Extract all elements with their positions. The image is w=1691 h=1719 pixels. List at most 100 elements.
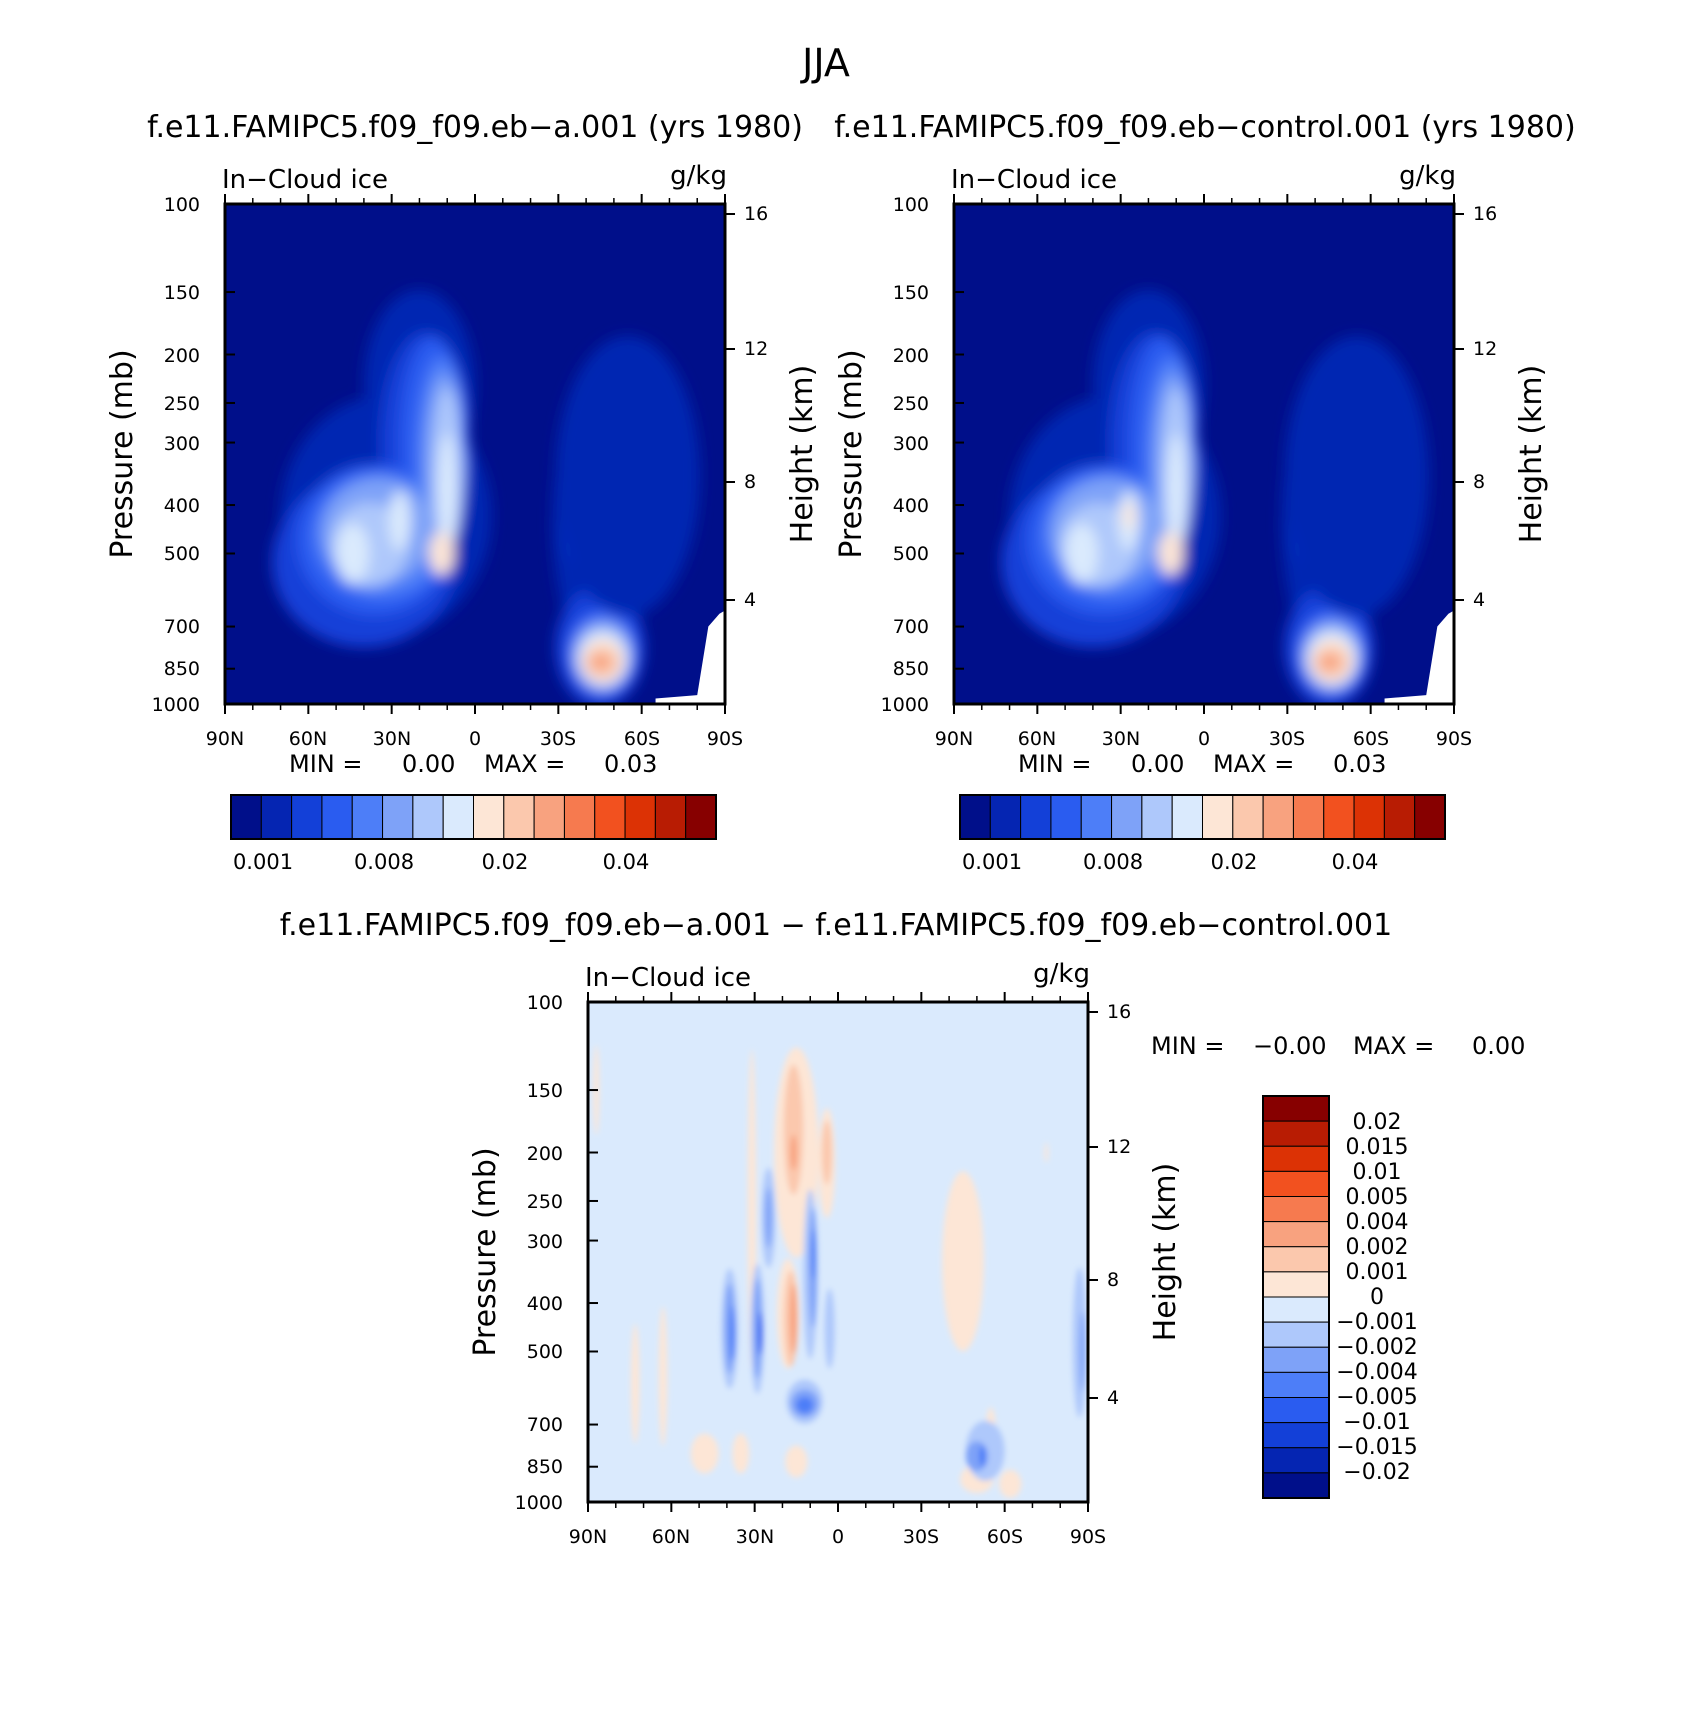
colorbar-swatch [1262,794,1294,840]
x-tick-label: 60S [987,1526,1023,1548]
diff-negative [1079,1311,1086,1392]
panel-b-frame [952,202,1456,706]
panel-b-ylabel-right: Height (km) [1514,365,1549,544]
colorbar-label: 0.04 [603,850,650,874]
y-tick-label: 250 [893,393,929,415]
panel-a-frame [223,202,727,706]
panel-b-stats: MIN = 0.00 MAX = 0.03 [1018,750,1386,778]
colorbar-swatch [989,794,1022,840]
diff-positive [999,1469,1022,1498]
diff-positive [1044,1142,1049,1163]
panel-diff-stats: MIN = −0.00 MAX = 0.00 [1151,1032,1525,1060]
colorbar-swatch [503,794,535,840]
colorbar-swatch [1232,794,1264,840]
contour-level-7 [1065,523,1099,584]
y-tick-label: 150 [893,282,929,304]
min-label: MIN = [289,750,362,778]
height-tick-label: 4 [1473,589,1485,611]
y-tick-label: 500 [893,543,929,565]
colorbar-swatch [1262,1196,1330,1223]
max-value: 0.00 [1472,1032,1525,1060]
colorbar-label: 0.005 [1346,1185,1409,1210]
contour-level-8 [1123,501,1135,530]
panel-b-field [953,194,1464,714]
y-tick-label: 400 [164,495,200,517]
diff-negative [824,1288,835,1369]
colorbar-swatch [1262,1145,1330,1172]
x-tick-label: 60N [652,1526,690,1548]
panel-diff-ylabel-right: Height (km) [1148,1163,1183,1342]
panel-b-y-ticks: 100 150 200 250 300 400 500 700 850 1000 [881,194,929,716]
colorbar-swatch [291,794,323,840]
colorbar-swatch [1262,1422,1330,1449]
colorbar-label: −0.015 [1336,1435,1417,1460]
x-tick-label: 90S [1436,728,1472,750]
panel-diff-ylabel: Pressure (mb) [468,1147,503,1356]
diff-positive [789,1283,798,1354]
y-tick-label: 500 [164,543,200,565]
height-tick-label: 16 [1107,1001,1131,1023]
colorbar-swatch [1262,1371,1330,1398]
antarctic-topography-mask [655,610,725,704]
contour-level-7 [336,523,370,584]
y-tick-label: 850 [527,1456,563,1478]
colorbar-swatch [382,794,414,840]
panel-a-colorbar-labels: 0.001 0.008 0.02 0.04 [233,850,649,874]
colorbar-swatch [1262,1095,1330,1122]
y-tick-label: 300 [527,1231,563,1253]
antarctic-topography-mask [1384,610,1454,704]
height-tick-label: 4 [744,589,756,611]
height-tick-label: 8 [744,471,756,493]
y-tick-label: 700 [527,1414,563,1436]
y-tick-label: 400 [527,1293,563,1315]
y-tick-label: 200 [164,345,200,367]
x-tick-label: 90N [935,728,973,750]
x-tick-label: 30N [1102,728,1140,750]
panel-b-x-ticks: 90N 60N 30N 0 30S 60S 90S [935,728,1472,750]
panel-b-colorbar-labels: 0.001 0.008 0.02 0.04 [962,850,1378,874]
x-tick-label: 60N [289,728,327,750]
height-tick-label: 16 [1473,203,1497,225]
height-tick-label: 16 [744,203,768,225]
field-background [588,1002,1088,1502]
x-tick-label: 90S [1070,1526,1106,1548]
panel-a-colorbar [230,794,717,840]
contour-level-10 [588,653,612,672]
x-tick-label: 30S [903,1526,939,1548]
panel-diff-colorbar-labels: 0.02 0.015 0.01 0.005 0.004 0.002 0.001 … [1336,1110,1417,1485]
x-tick-label: 30S [540,728,576,750]
y-tick-label: 250 [164,393,200,415]
colorbar-label: 0.02 [482,850,529,874]
colorbar-swatch [654,794,687,840]
colorbar-label: 0.01 [1353,1160,1402,1185]
panel-b-colorbar [959,794,1446,840]
colorbar-label: 0.001 [1346,1260,1409,1285]
panel-diff-x-ticks: 90N 60N 30N 0 30S 60S 90S [569,1526,1106,1548]
panel-b-y-right-ticks: 16 12 8 4 [1473,203,1497,611]
colorbar-label: 0.04 [1332,850,1379,874]
min-label: MIN = [1151,1032,1224,1060]
y-tick-label: 700 [893,616,929,638]
colorbar-swatch [1262,1271,1330,1298]
colorbar-label: 0 [1370,1285,1384,1310]
y-tick-label: 200 [893,345,929,367]
y-tick-label: 100 [893,194,929,216]
x-tick-label: 0 [1198,728,1210,750]
diff-positive [942,1171,984,1352]
colorbar-swatch [1080,794,1113,840]
contour-level-8 [429,531,455,576]
max-label: MAX = [1213,750,1294,778]
panel-diff-frame [586,1000,1090,1504]
colorbar-swatch [1262,1397,1330,1424]
panel-b-unit-label: g/kg [1399,161,1456,191]
colorbar-swatch [321,794,353,840]
diff-negative [811,1229,815,1280]
colorbar-label: 0.02 [1211,850,1258,874]
diff-positive [785,1445,808,1478]
y-tick-label: 150 [527,1080,563,1102]
panel-a-title: f.e11.FAMIPC5.f09_f09.eb−a.001 (yrs 1980… [147,110,803,145]
diff-positive [658,1306,668,1447]
panel-a-unit-label: g/kg [670,161,727,191]
diff-negative [729,1305,736,1362]
colorbar-label: 0.002 [1346,1235,1409,1260]
